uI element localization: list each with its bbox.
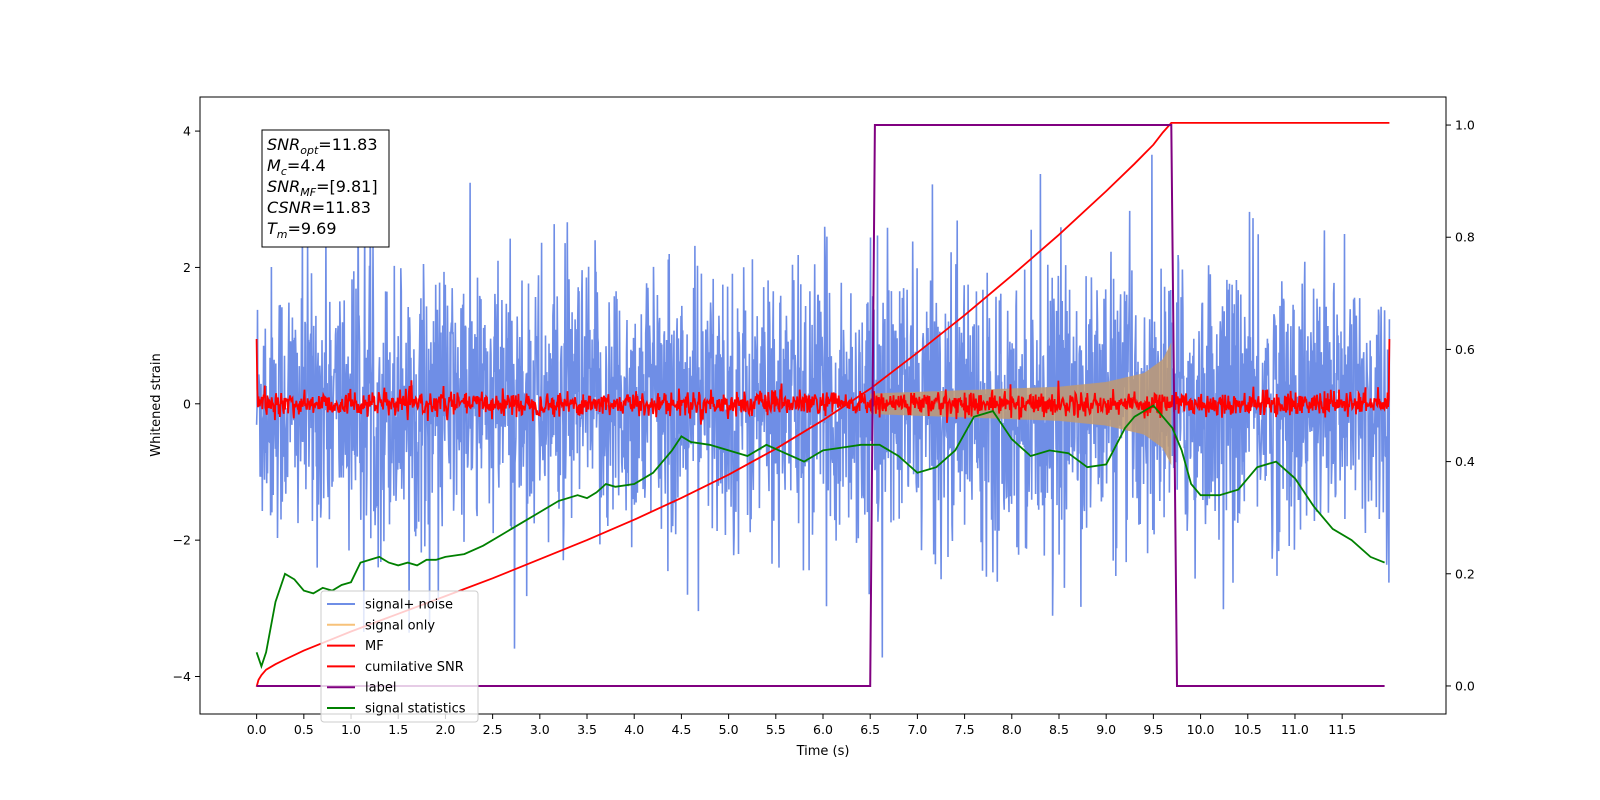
series-signal-statistics	[255, 404, 1385, 670]
legend-label: signal statistics	[365, 702, 466, 717]
plot-area	[255, 122, 1391, 687]
x-tick-label: 5.5	[766, 722, 786, 737]
legend-label: signal+ noise	[365, 598, 453, 613]
x-tick-label: 3.5	[577, 722, 597, 737]
y-right-tick-label: 1.0	[1455, 118, 1475, 133]
series-label	[256, 124, 1385, 687]
legend-label: MF	[365, 639, 384, 654]
x-tick-label: 11.0	[1281, 722, 1309, 737]
series-signal-noise	[255, 146, 1391, 658]
x-tick-label: 0.0	[247, 722, 267, 737]
x-tick-label: 8.5	[1049, 722, 1069, 737]
legend: signal+ noise signal only MF cumilative SNR…	[320, 590, 479, 723]
x-tick-label: 2.5	[483, 722, 503, 737]
x-tick-label: 2.0	[435, 722, 455, 737]
y-left-tick-label: 2	[183, 260, 191, 275]
y-left-tick-label: −4	[173, 669, 191, 684]
annotation-tm: Tm=9.69	[267, 219, 337, 241]
series-signal-only	[870, 342, 1172, 466]
annotation-chirp-mass: Mc=4.4	[267, 156, 326, 178]
x-axis-ticks: 0.0 0.5 1.0 1.5 2.0 2.5 3.0 3.5 4.0 4.5 5.0 5.5 6.0 6…	[247, 714, 1356, 737]
y-left-tick-label: 0	[183, 396, 191, 411]
y-right-tick-label: 0.2	[1455, 566, 1475, 581]
y-left-tick-label: −2	[173, 533, 191, 548]
x-tick-label: 3.0	[530, 722, 550, 737]
x-tick-label: 6.0	[813, 722, 833, 737]
y-axis-label: Whitened strain	[149, 353, 164, 456]
legend-frame	[320, 590, 479, 723]
x-tick-label: 10.0	[1187, 722, 1215, 737]
x-tick-label: 7.5	[955, 722, 975, 737]
x-tick-label: 1.0	[341, 722, 361, 737]
x-tick-label: 4.5	[671, 722, 691, 737]
x-tick-label: 7.0	[907, 722, 927, 737]
series-cumulative-snr	[255, 122, 1390, 687]
x-tick-label: 9.0	[1096, 722, 1116, 737]
x-tick-label: 4.0	[624, 722, 644, 737]
y-left-tick-label: 4	[183, 124, 191, 139]
y-right-tick-label: 0.8	[1455, 230, 1475, 245]
x-tick-label: 10.5	[1234, 722, 1262, 737]
x-tick-label: 6.5	[860, 722, 880, 737]
y-right-tick-label: 0.0	[1455, 678, 1475, 693]
x-tick-label: 9.5	[1143, 722, 1163, 737]
annotation-snr-opt: SNRopt=11.83	[267, 135, 378, 157]
y-axis-left-ticks: 4 2 0 −2 −4	[173, 124, 200, 684]
x-tick-label: 8.0	[1002, 722, 1022, 737]
legend-label: signal only	[365, 618, 435, 633]
annotation-snr-mf: SNRMF=[9.81]	[267, 177, 378, 199]
x-tick-label: 1.5	[388, 722, 408, 737]
x-tick-label: 11.5	[1328, 722, 1356, 737]
annotation-csnr: CSNR=11.83	[267, 198, 371, 217]
legend-label: cumilative SNR	[365, 660, 464, 675]
y-right-tick-label: 0.6	[1455, 342, 1475, 357]
legend-label: label	[365, 681, 396, 696]
y-axis-right-ticks: 1.0 0.8 0.6 0.4 0.2 0.0	[1446, 118, 1475, 693]
annotation-box: SNRopt=11.83 Mc=4.4 SNRMF=[9.81] CSNR=11…	[261, 129, 390, 248]
annotation-frame	[261, 129, 390, 248]
x-axis-label: Time (s)	[796, 744, 850, 759]
y-right-tick-label: 0.4	[1455, 454, 1475, 469]
x-tick-label: 0.5	[294, 722, 314, 737]
series-mf	[255, 338, 1391, 425]
x-tick-label: 5.0	[719, 722, 739, 737]
